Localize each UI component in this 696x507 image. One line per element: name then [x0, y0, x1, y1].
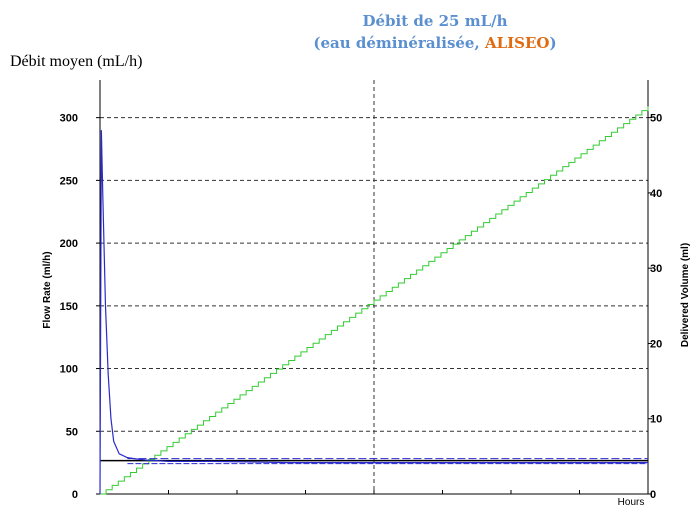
y-tick-label: 50 [66, 426, 78, 438]
y2-axis-title: Delivered Volume (ml) [680, 243, 691, 347]
subtitle-text: (eau déminéralisée, [313, 34, 485, 52]
y2-tick-label: 20 [650, 338, 662, 350]
y2-tick-label: 30 [650, 263, 662, 275]
y-tick-label: 300 [60, 113, 78, 125]
subtitle-close: ) [549, 34, 557, 52]
y-tick-label: 100 [60, 364, 78, 376]
y2-tick-label: 40 [650, 188, 662, 200]
y-tick-label: 150 [60, 301, 78, 313]
y-tick-label: 200 [60, 238, 78, 250]
y-axis-title: Flow Rate (ml/h) [42, 251, 53, 328]
brand-name: ALISEO [484, 34, 550, 52]
flow-series-line [99, 130, 648, 495]
y2-tick-label: 10 [650, 414, 662, 426]
volume-series-line [100, 106, 649, 495]
y-tick-label: 250 [60, 175, 78, 187]
y-tick-label: 0 [72, 489, 78, 501]
average-flow-label: Débit moyen (mL/h) [10, 53, 143, 70]
chart-subtitle: (eau déminéralisée, ALISEO) [270, 34, 600, 52]
chart-title: Débit de 25 mL/h [362, 12, 508, 30]
x-axis-title: Hours [618, 497, 645, 507]
y2-tick-label: 50 [650, 113, 662, 125]
y2-tick-label: 0 [650, 489, 656, 501]
